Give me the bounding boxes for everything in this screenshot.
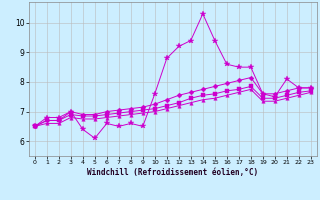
X-axis label: Windchill (Refroidissement éolien,°C): Windchill (Refroidissement éolien,°C): [87, 168, 258, 177]
